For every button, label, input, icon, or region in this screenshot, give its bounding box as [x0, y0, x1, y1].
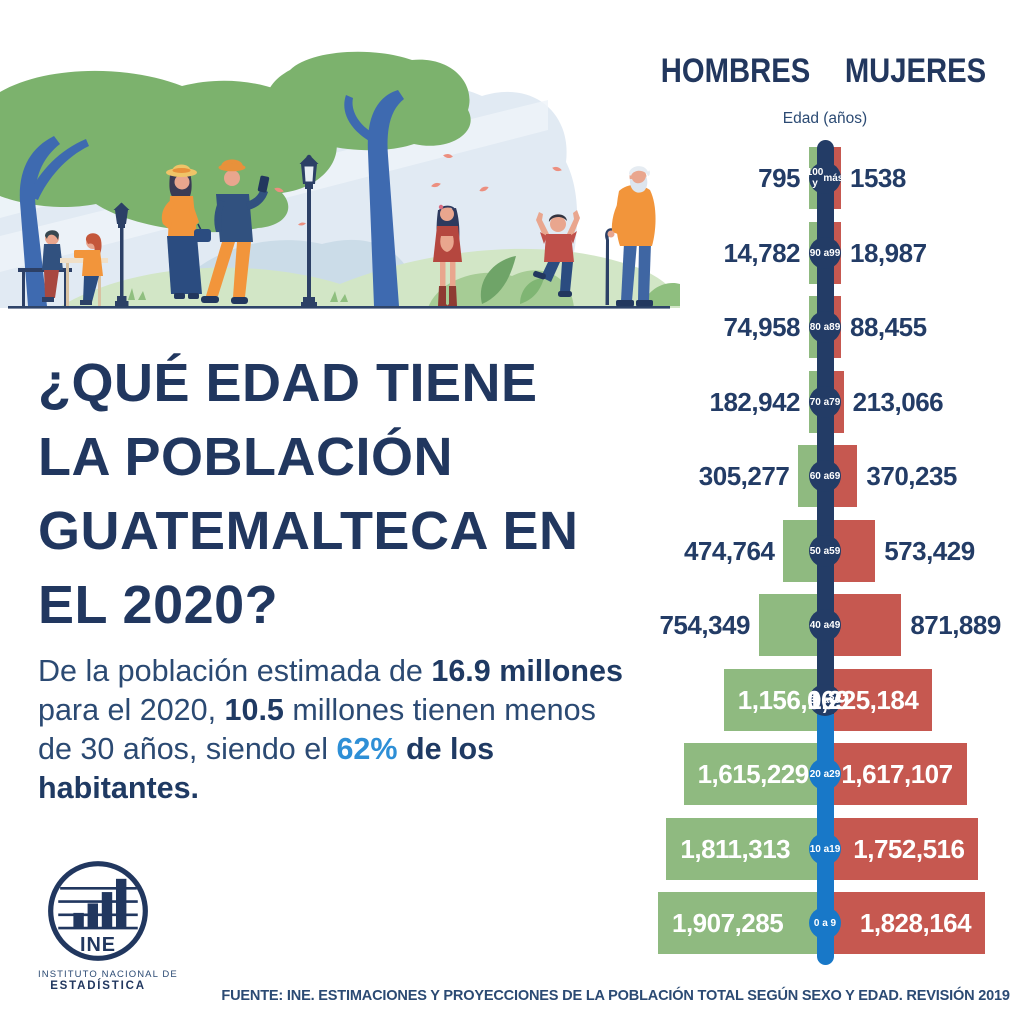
age-badge: 40 a 49: [809, 609, 841, 641]
logo-org-line1: INSTITUTO NACIONAL DE: [38, 969, 178, 980]
leaf-plants: [128, 256, 680, 306]
bar-hombres: [683, 743, 825, 805]
value-hombres: 1,907,285: [672, 908, 784, 938]
intro-segment: 16.9 millones: [431, 654, 623, 688]
value-mujeres: 1,752,516: [853, 834, 965, 864]
bar-mujeres: [825, 743, 967, 805]
pyramid-row-30-a-39: 1,156,069 1,225,184 30 a 39: [640, 669, 1024, 731]
bar-hombres: [723, 669, 825, 731]
ine-logo: INE INSTITUTO NACIONAL DE ESTADÍSTICA: [38, 858, 178, 992]
elderly-man: [605, 166, 656, 307]
age-badge: 30 a 39: [809, 684, 841, 716]
park-illustration: [0, 51, 680, 309]
bar-hombres: [666, 818, 825, 880]
intro-segment: para el 2020,: [38, 693, 225, 727]
intro-segment: 62%: [336, 732, 398, 766]
value-hombres: 74,958: [723, 312, 800, 342]
legend-mujeres: MUJERES: [844, 52, 987, 90]
age-badge: 70 a 79: [809, 386, 841, 418]
value-mujeres: 1,225,184: [807, 685, 919, 715]
value-mujeres: 573,429: [884, 536, 975, 566]
value-hombres: 795: [758, 163, 800, 193]
intro-segment: millones tienen menos de 30 años, siendo…: [38, 693, 596, 766]
people-at-table: [18, 230, 108, 306]
title-line: EL 2020?: [38, 575, 279, 635]
pyramid-spine-over30: [816, 140, 834, 714]
age-badge: 90 a 99: [809, 237, 841, 269]
age-badge: 50 a 59: [809, 535, 841, 567]
pyramid-row-60-a-69: 305,277 370,235 60 a 69: [640, 445, 1024, 507]
title-line: ¿QUÉ EDAD TIENE: [38, 353, 538, 413]
pyramid-row-100-y-más: 795 1538 100 y más: [640, 147, 1024, 209]
intro-segment: 10.5: [224, 693, 284, 727]
value-mujeres: 871,889: [910, 610, 1001, 640]
title-line: LA POBLACIÓN: [38, 427, 453, 487]
age-badge: 0 a 9: [809, 907, 841, 939]
legend-hombres: HOMBRES: [660, 52, 811, 90]
value-mujeres: 213,066: [852, 387, 944, 417]
value-mujeres: 370,235: [866, 461, 957, 491]
pyramid-row-70-a-79: 182,942 213,066 70 a 79: [640, 371, 1024, 433]
logo-chart-bars: [73, 878, 127, 929]
woman-walking: [161, 164, 211, 299]
value-hombres: 14,782: [723, 238, 800, 268]
value-hombres: 474,764: [683, 536, 775, 566]
age-axis-label: Edad (años): [782, 110, 868, 127]
value-mujeres: 1,828,164: [859, 908, 972, 938]
bar-hombres: [658, 892, 825, 954]
value-hombres: 1,615,229: [697, 759, 810, 789]
source-citation: FUENTE: INE. ESTIMACIONES Y PROYECCIONES…: [221, 987, 1011, 1004]
value-hombres: 182,942: [709, 387, 801, 417]
lamp-post-tall: [299, 154, 319, 308]
bar-mujeres: [825, 669, 933, 731]
ground-line: [8, 306, 670, 309]
pyramid-row-40-a-49: 754,349 871,889 40 a 49: [640, 594, 1024, 656]
value-hombres: 1,156,069: [737, 685, 850, 715]
value-hombres: 305,277: [698, 461, 790, 491]
falling-petals: [274, 153, 562, 226]
value-mujeres: 1,617,107: [841, 759, 953, 789]
pyramid-row-90-a-99: 14,782 18,987 90 a 99: [640, 222, 1024, 284]
ine-logo-emblem: INE: [48, 861, 148, 961]
tree-left: [0, 70, 337, 306]
tree-center: [265, 51, 471, 306]
logo-org-line2: ESTADÍSTICA: [50, 980, 146, 992]
pyramid-row-20-a-29: 1,615,229 1,617,107 20 a 29: [640, 743, 1024, 805]
age-badge: 60 a 69: [809, 460, 841, 492]
intro-segment: De la población estimada de: [38, 654, 432, 688]
value-mujeres: 1538: [850, 163, 906, 193]
age-badge: 100 y más: [807, 162, 843, 194]
intro-segment: de los habitantes.: [38, 732, 495, 805]
logo-acronym: INE: [80, 934, 116, 956]
pyramid-row-0-a-9: 1,907,285 1,828,164 0 a 9: [640, 892, 1024, 954]
page-title: ¿QUÉ EDAD TIENE LA POBLACIÓN GUATEMALTEC…: [38, 346, 668, 642]
boy-jumping: [533, 210, 580, 297]
value-hombres: 754,349: [659, 610, 750, 640]
man-walking: [201, 159, 270, 304]
girl-standing: [433, 204, 462, 306]
age-badge: 10 a 19: [809, 833, 841, 865]
value-hombres: 1,811,313: [680, 834, 791, 864]
intro-paragraph: De la población estimada de 16.9 millone…: [38, 652, 630, 808]
value-mujeres: 88,455: [850, 312, 927, 342]
age-badge: 20 a 29: [809, 758, 841, 790]
title-line: GUATEMALTECA EN: [38, 501, 579, 561]
pyramid-row-10-a-19: 1,811,313 1,752,516 10 a 19: [640, 818, 1024, 880]
lamp-post-small: [113, 202, 130, 307]
age-badge: 80 a 89: [809, 311, 841, 343]
value-mujeres: 18,987: [850, 238, 927, 268]
bar-mujeres: [825, 892, 986, 954]
population-pyramid: 795 1538 100 y más 14,782 18,987 90 a 99 74,958 8…: [640, 140, 1024, 965]
bar-mujeres: [825, 818, 979, 880]
